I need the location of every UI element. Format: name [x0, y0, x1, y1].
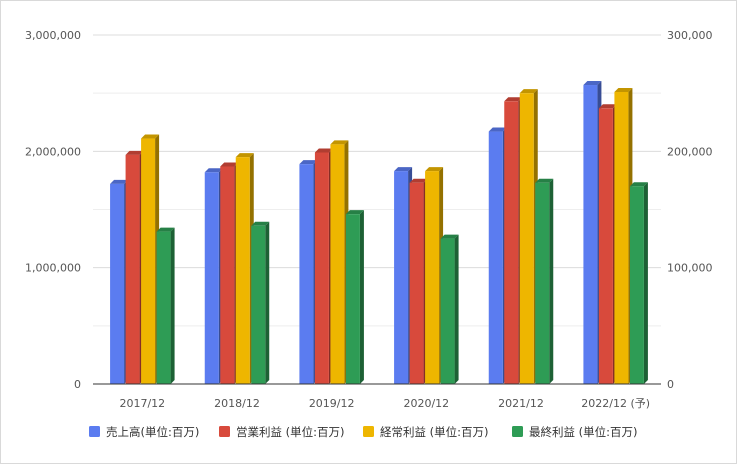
bar-top [156, 227, 175, 232]
legend-swatch [512, 426, 523, 437]
bar [204, 172, 219, 384]
bar [425, 171, 440, 384]
bar-top [220, 162, 239, 167]
bar [504, 101, 519, 384]
bar-side [170, 227, 175, 384]
bar-top [299, 160, 318, 165]
bar [598, 108, 613, 384]
right-axis-tick-label: 200,000 [667, 145, 713, 158]
legend-label: 経常利益 (単位:百万) [380, 425, 489, 439]
bar [314, 152, 329, 384]
bar [251, 225, 266, 384]
x-axis-tick-label: 2021/12 [498, 397, 544, 410]
bar-top [330, 140, 349, 145]
bar-side [265, 221, 270, 384]
bar-top [125, 150, 144, 155]
bar [235, 157, 250, 384]
left-axis-tick-label: 3,000,000 [25, 29, 81, 42]
bar-top [504, 97, 523, 102]
legend-swatch [363, 426, 374, 437]
bar-side [549, 178, 554, 384]
bar-top [204, 168, 223, 173]
bar-top [488, 127, 507, 132]
bar-top [251, 221, 270, 226]
bar-top [235, 153, 254, 158]
bar-top [345, 210, 364, 215]
right-axis-tick-label: 0 [667, 378, 674, 391]
bar [440, 238, 455, 384]
bar-top [535, 178, 554, 183]
x-axis-tick-label: 2022/12 (予) [581, 397, 650, 410]
bar-top [598, 104, 617, 109]
bar-top [314, 148, 333, 153]
bar [141, 138, 156, 384]
legend-label: 最終利益 (単位:百万) [529, 425, 638, 439]
x-axis-tick-label: 2019/12 [309, 397, 355, 410]
bar-top [519, 89, 538, 94]
legend-label: 営業利益 (単位:百万) [236, 425, 345, 439]
bar-top [141, 134, 160, 139]
bar-top [394, 167, 413, 172]
bar [299, 164, 314, 384]
x-axis-tick-label: 2020/12 [403, 397, 449, 410]
bar [156, 231, 171, 384]
bar [409, 182, 424, 384]
bar [614, 92, 629, 385]
left-axis-tick-label: 1,000,000 [25, 262, 81, 275]
bar [535, 182, 550, 384]
bar [345, 214, 360, 384]
right-axis-tick-label: 300,000 [667, 29, 713, 42]
legend-swatch [89, 426, 100, 437]
bar-top [583, 81, 602, 86]
bar-side [643, 182, 648, 384]
left-axis-tick-label: 0 [74, 378, 81, 391]
bar [330, 144, 345, 384]
bar [394, 171, 409, 384]
bar [220, 166, 235, 384]
bar-top [425, 167, 444, 172]
right-axis-tick-label: 100,000 [667, 262, 713, 275]
bar-top [110, 179, 129, 184]
bar-top [629, 182, 648, 187]
bar-side [359, 210, 364, 384]
bar-top [440, 234, 459, 239]
x-axis-tick-label: 2018/12 [214, 397, 260, 410]
legend-swatch [219, 426, 230, 437]
bar-top [409, 178, 428, 183]
left-axis-tick-label: 2,000,000 [25, 145, 81, 158]
bar-side [454, 234, 459, 384]
bar [519, 93, 534, 385]
bar [583, 85, 598, 385]
legend-label: 売上高(単位:百万) [106, 425, 199, 439]
bar [629, 186, 644, 384]
bar [110, 183, 125, 384]
bar-top [614, 88, 633, 93]
bar [488, 131, 503, 384]
bar [125, 154, 140, 384]
x-axis-tick-label: 2017/12 [119, 397, 165, 410]
